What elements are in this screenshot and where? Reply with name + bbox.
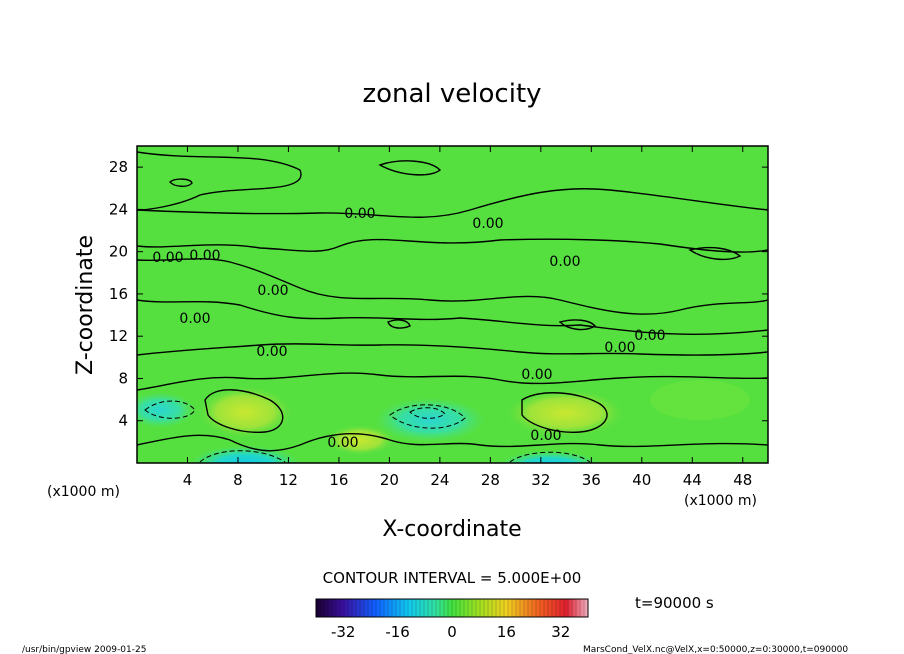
colorbar-tick-label: 32 xyxy=(551,623,570,641)
plot-frame xyxy=(136,145,769,464)
contour-interval: CONTOUR INTERVAL = 5.000E+00 xyxy=(323,569,582,587)
colorbar-tick-label: -32 xyxy=(331,623,356,641)
x-axis-ticks: 4 8 12 16 20 24 28 32 36 40 44 48 xyxy=(183,146,752,489)
x-tick-label: 24 xyxy=(430,471,449,489)
x-axis-title: X-coordinate xyxy=(382,517,521,542)
y-tick-label: 8 xyxy=(118,369,128,387)
contour-label: 0.00 xyxy=(521,367,552,383)
contour-label: 0.00 xyxy=(257,283,288,299)
contour-label: 0.00 xyxy=(549,254,580,270)
contour-label: 0.00 xyxy=(256,344,287,360)
x-tick-label: 44 xyxy=(683,471,702,489)
x-tick-label: 36 xyxy=(582,471,601,489)
contour-label: 0.00 xyxy=(604,340,635,356)
colorbar-bands xyxy=(319,599,585,617)
colorbar-tick-label: 0 xyxy=(447,623,457,641)
x-tick-label: 48 xyxy=(733,471,752,489)
x-tick-label: 20 xyxy=(380,471,399,489)
x-tick-label: 16 xyxy=(329,471,348,489)
colorbar-frame xyxy=(315,598,589,618)
footer-right: MarsCond_VelX.nc@VelX,x=0:50000,z=0:3000… xyxy=(583,645,848,654)
time-label: t=90000 s xyxy=(635,594,714,612)
x-tick-label: 12 xyxy=(279,471,298,489)
region-negative xyxy=(137,392,195,428)
contour-label: 0.00 xyxy=(189,248,220,264)
x-unit-left: (x1000 m) xyxy=(47,484,120,500)
y-tick-label: 16 xyxy=(109,285,128,303)
y-tick-label: 28 xyxy=(109,158,128,176)
x-tick-label: 32 xyxy=(531,471,550,489)
y-tick-label: 24 xyxy=(109,200,128,218)
region-positive xyxy=(650,380,750,420)
x-unit-right: (x1000 m) xyxy=(684,493,757,509)
colorbar-tick-label: -16 xyxy=(385,623,410,641)
y-axis-ticks: 4 8 12 16 20 24 28 xyxy=(109,158,768,430)
contour-label: 0.00 xyxy=(344,206,375,222)
colorbar-ticks: -32 -16 0 16 32 xyxy=(331,623,570,641)
y-tick-label: 12 xyxy=(109,327,128,345)
y-tick-label: 20 xyxy=(109,243,128,261)
region-positive xyxy=(325,425,395,455)
x-tick-label: 8 xyxy=(233,471,243,489)
x-tick-label: 4 xyxy=(183,471,193,489)
contour-label: 0.00 xyxy=(327,435,358,451)
x-tick-label: 28 xyxy=(481,471,500,489)
contour-label: 0.00 xyxy=(152,250,183,266)
footer-left: /usr/bin/gpview 2009-01-25 xyxy=(22,645,146,654)
region-negative xyxy=(190,442,300,463)
contour-label: 0.00 xyxy=(634,328,665,344)
contour-labels: 0.000.000.00 0.000.000.000.000.000.000.00… xyxy=(152,206,665,451)
contour-label: 0.00 xyxy=(472,216,503,232)
contour-label: 0.00 xyxy=(530,428,561,444)
chart-title: zonal velocity xyxy=(362,79,541,109)
colorbar xyxy=(316,599,588,617)
y-axis-title: Z-coordinate xyxy=(73,235,98,375)
contour-negative-lines xyxy=(144,400,591,463)
y-tick-label: 4 xyxy=(118,412,128,430)
contour-lines xyxy=(137,151,768,452)
plot-area xyxy=(137,146,768,463)
x-tick-label: 40 xyxy=(632,471,651,489)
colorbar-tick-label: 16 xyxy=(497,623,516,641)
region-negative xyxy=(375,398,485,442)
region-negative xyxy=(500,448,600,463)
contour-label: 0.00 xyxy=(179,311,210,327)
